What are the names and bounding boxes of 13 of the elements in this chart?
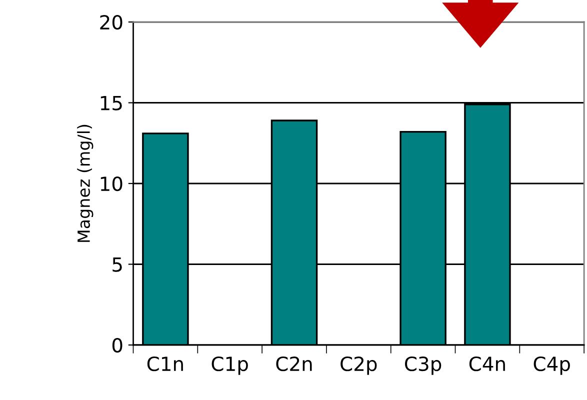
x-tick-label: C1p bbox=[212, 356, 248, 375]
x-tick-label: C2n bbox=[276, 356, 312, 372]
x-tick-label: C3p bbox=[405, 356, 442, 375]
x-tick-label: C4p bbox=[534, 356, 570, 375]
y-tick-label: 20 bbox=[100, 14, 122, 30]
y-tick-label: 0 bbox=[112, 338, 122, 353]
y-tick-label: 15 bbox=[100, 96, 122, 110]
y-tick-label: 10 bbox=[100, 176, 122, 192]
x-tick-label: C2p bbox=[340, 356, 377, 375]
y-tick-label: 5 bbox=[112, 257, 122, 272]
x-tick-label: C4n bbox=[469, 356, 505, 372]
x-tick-label: C1n bbox=[147, 356, 183, 372]
y-axis-title: Magnez (mg/l) bbox=[77, 124, 94, 242]
